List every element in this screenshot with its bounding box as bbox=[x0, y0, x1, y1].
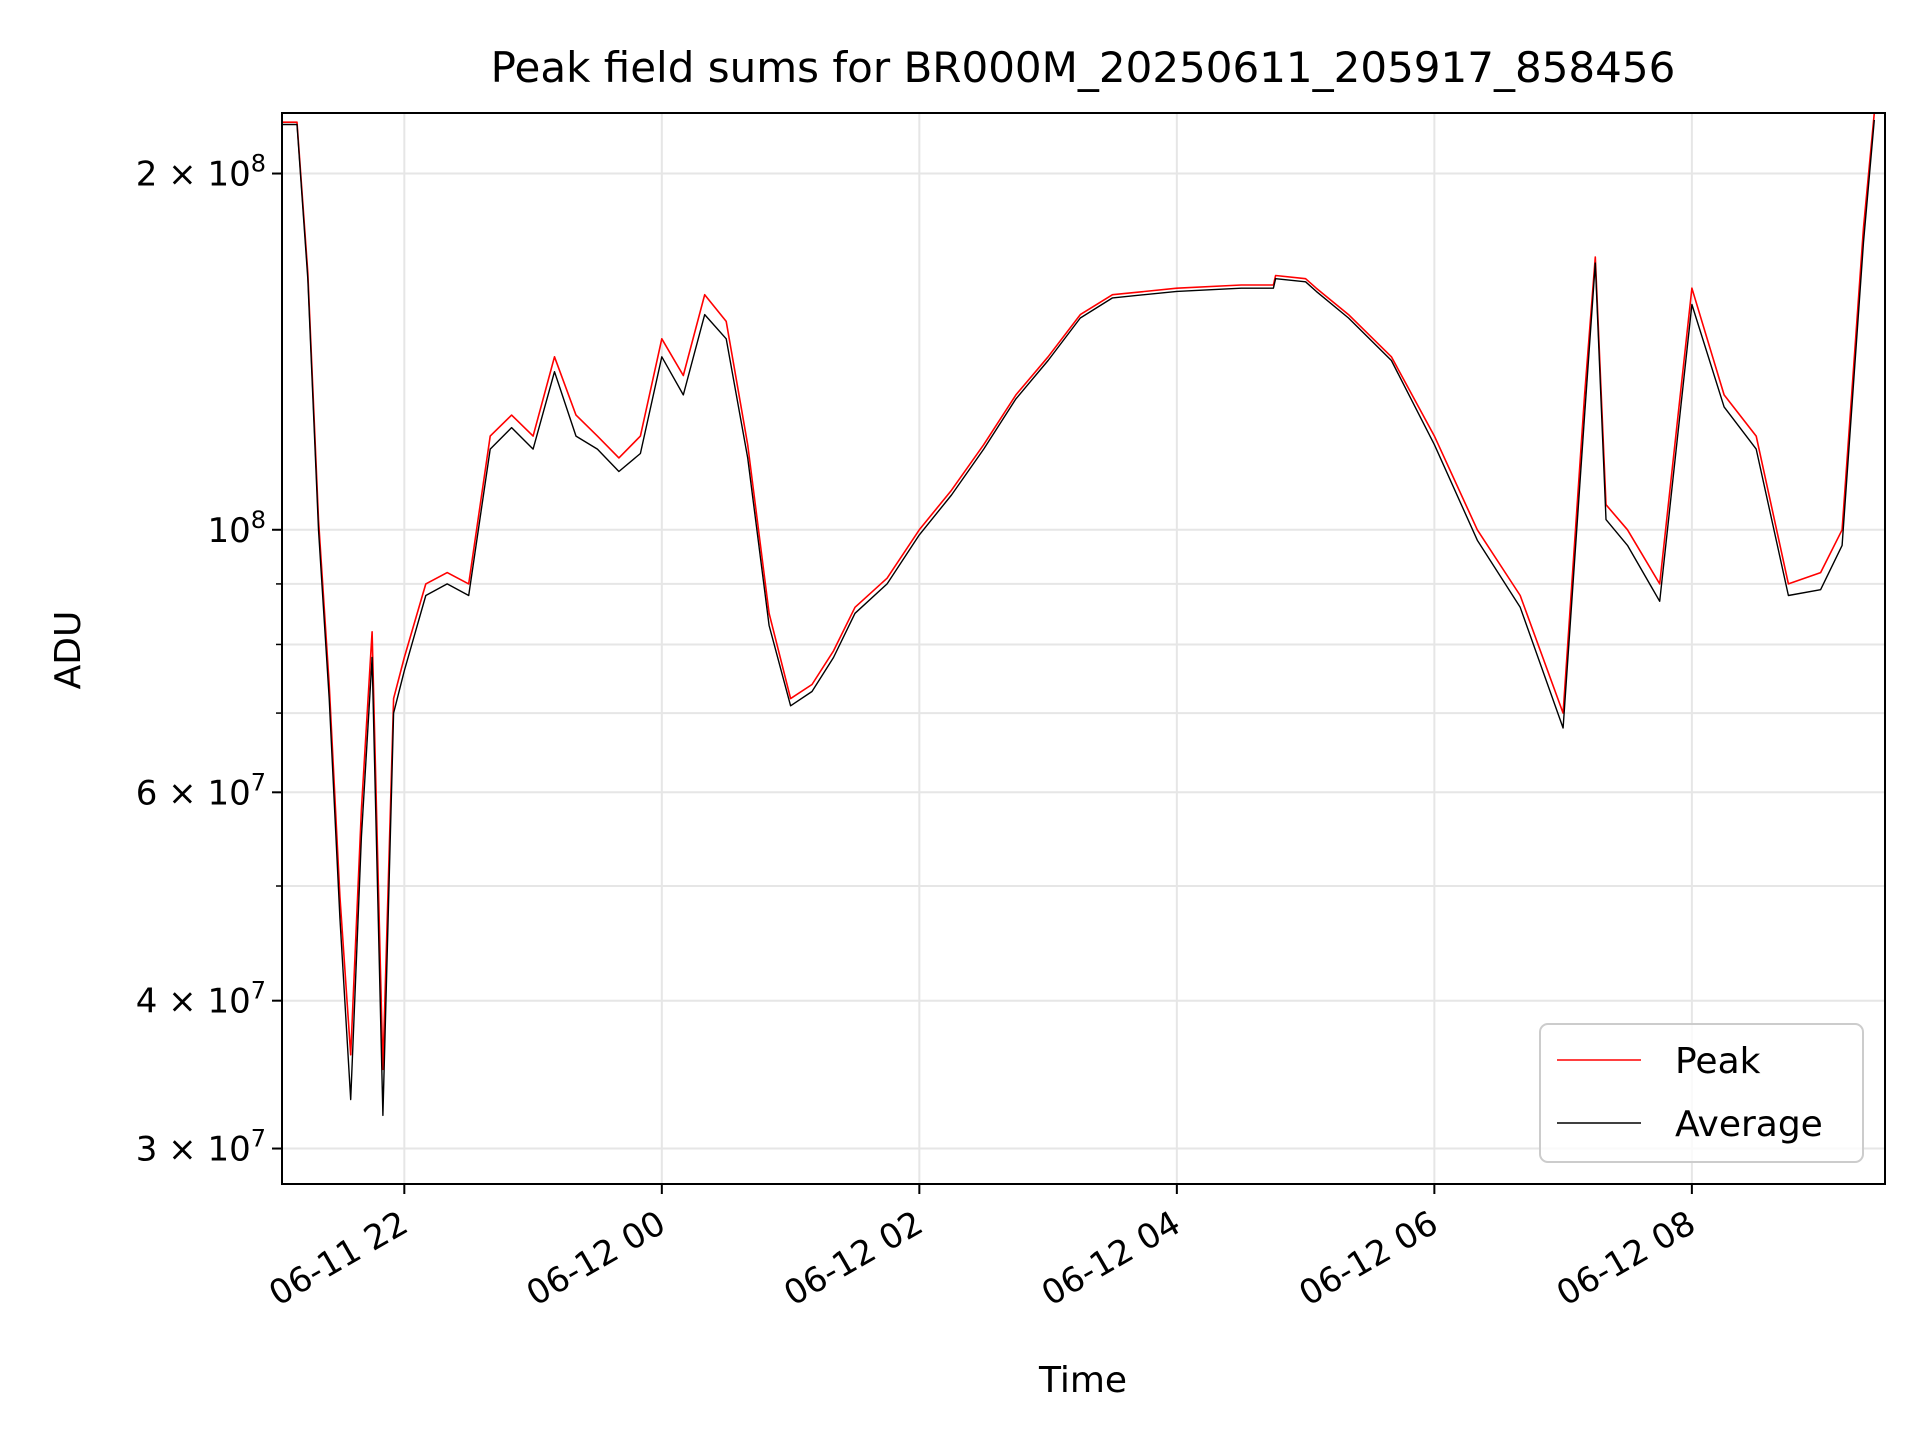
series-line-average bbox=[282, 119, 1875, 1117]
legend: Peak Average bbox=[1539, 1023, 1864, 1163]
y-tick-label: 3 × 107 bbox=[136, 1125, 266, 1170]
chart-title: Peak field sums for BR000M_20250611_2059… bbox=[491, 43, 1676, 92]
plot-frame bbox=[281, 112, 1886, 1185]
legend-box bbox=[1539, 1023, 1864, 1163]
y-axis-label: ADU bbox=[48, 611, 89, 690]
plot-lines bbox=[282, 112, 1876, 1117]
x-axis-label: Time bbox=[1038, 1360, 1127, 1401]
y-tick-label: 6 × 107 bbox=[136, 768, 266, 813]
y-tick-label: 108 bbox=[207, 506, 266, 551]
y-axis: 2 × 108 108 6 × 107 4 × 107 3 × 107 bbox=[136, 150, 282, 1170]
y-tick-label: 4 × 107 bbox=[136, 977, 266, 1022]
legend-peak-label: Peak bbox=[1675, 1041, 1761, 1082]
y-tick-label: 2 × 108 bbox=[136, 150, 266, 195]
legend-average-label: Average bbox=[1675, 1104, 1823, 1145]
